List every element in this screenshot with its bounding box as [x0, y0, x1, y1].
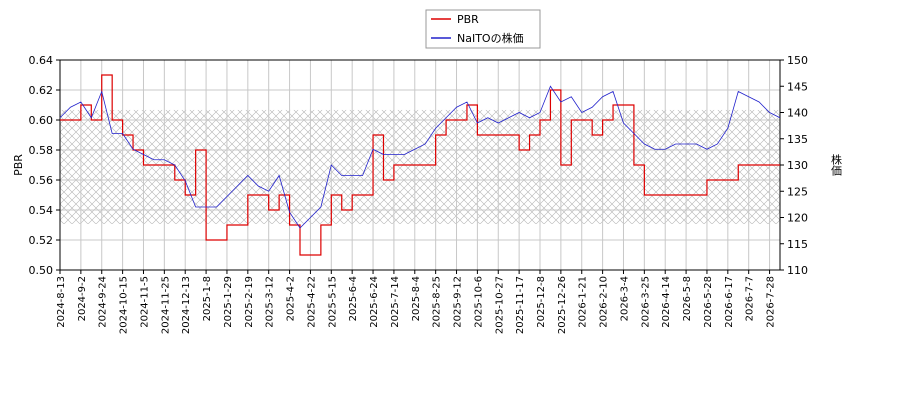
y2-tick-label: 125	[787, 185, 808, 198]
x-tick-label: 2024-12-13	[181, 276, 192, 334]
x-tick-label: 2024-11-25	[160, 276, 171, 334]
x-tick-label: 2026-5-28	[703, 276, 714, 328]
x-tick-label: 2025-6-4	[348, 276, 359, 321]
x-tick-label: 2024-8-13	[56, 276, 67, 328]
y-tick-label: 0.52	[29, 234, 54, 247]
x-tick-label: 2025-4-2	[286, 276, 297, 321]
x-tick-label: 2025-8-25	[432, 276, 443, 328]
x-tick-label: 2026-4-14	[661, 276, 672, 328]
x-tick-label: 2025-10-6	[473, 276, 484, 328]
x-tick-label: 2025-7-14	[390, 276, 401, 328]
x-tick-label: 2026-3-4	[619, 276, 630, 321]
x-tick-label: 2025-5-15	[327, 276, 338, 328]
y-tick-label: 0.50	[29, 264, 54, 277]
y-axis-label: PBR	[12, 154, 25, 176]
range-band	[60, 109, 780, 224]
y2-tick-label: 135	[787, 133, 808, 146]
x-tick-label: 2024-11-5	[139, 276, 150, 328]
legend: PBR NaITOの株価	[425, 9, 541, 49]
x-tick-label: 2025-3-12	[265, 276, 276, 328]
legend-box	[425, 9, 541, 49]
x-tick-label: 2024-9-24	[98, 276, 109, 328]
x-tick-label: 2026-7-28	[766, 276, 777, 328]
x-tick-label: 2025-8-4	[411, 276, 422, 321]
x-tick-label: 2024-10-15	[119, 276, 130, 334]
x-tick-label: 2025-12-8	[536, 276, 547, 328]
y2-tick-label: 120	[787, 212, 808, 225]
legend-label: NaITOの株価	[457, 31, 524, 45]
y-tick-label: 0.54	[29, 204, 54, 217]
y-tick-label: 0.56	[29, 174, 54, 187]
y2-tick-label: 115	[787, 238, 808, 251]
x-tick-label: 2026-5-8	[682, 276, 693, 321]
y-tick-label: 0.62	[29, 84, 54, 97]
x-tick-label: 2025-6-24	[369, 276, 380, 328]
x-tick-label: 2025-12-26	[557, 276, 568, 334]
y2-tick-label: 150	[787, 54, 808, 67]
x-tick-label: 2026-7-7	[745, 276, 756, 321]
x-tick-label: 2025-11-17	[515, 276, 526, 334]
series-line	[60, 74, 780, 256]
x-tick-label: 2024-9-2	[77, 276, 88, 321]
y-tick-label: 0.58	[29, 144, 54, 157]
y2-tick-label: 145	[787, 80, 808, 93]
y-tick-label: 0.64	[29, 54, 54, 67]
x-tick-label: 2025-1-8	[202, 276, 213, 321]
y-tick-label: 0.60	[29, 114, 54, 127]
legend-label: PBR	[457, 13, 479, 26]
y2-tick-label: 140	[787, 107, 808, 120]
x-tick-label: 2025-4-22	[306, 276, 317, 328]
y2-tick-label: 130	[787, 159, 808, 172]
x-tick-label: 2025-10-27	[494, 276, 505, 334]
x-tick-label: 2025-2-19	[244, 276, 255, 328]
x-tick-label: 2026-3-25	[640, 276, 651, 328]
x-tick-label: 2026-6-17	[724, 276, 735, 328]
x-tick-label: 2026-2-10	[599, 276, 610, 328]
y2-axis-label: 株価	[830, 153, 843, 176]
series-line	[59, 85, 781, 229]
y2-tick-label: 110	[787, 264, 808, 277]
x-tick-label: 2025-9-12	[453, 276, 464, 328]
x-tick-label: 2025-1-29	[223, 276, 234, 328]
x-tick-label: 2026-1-21	[578, 276, 589, 328]
